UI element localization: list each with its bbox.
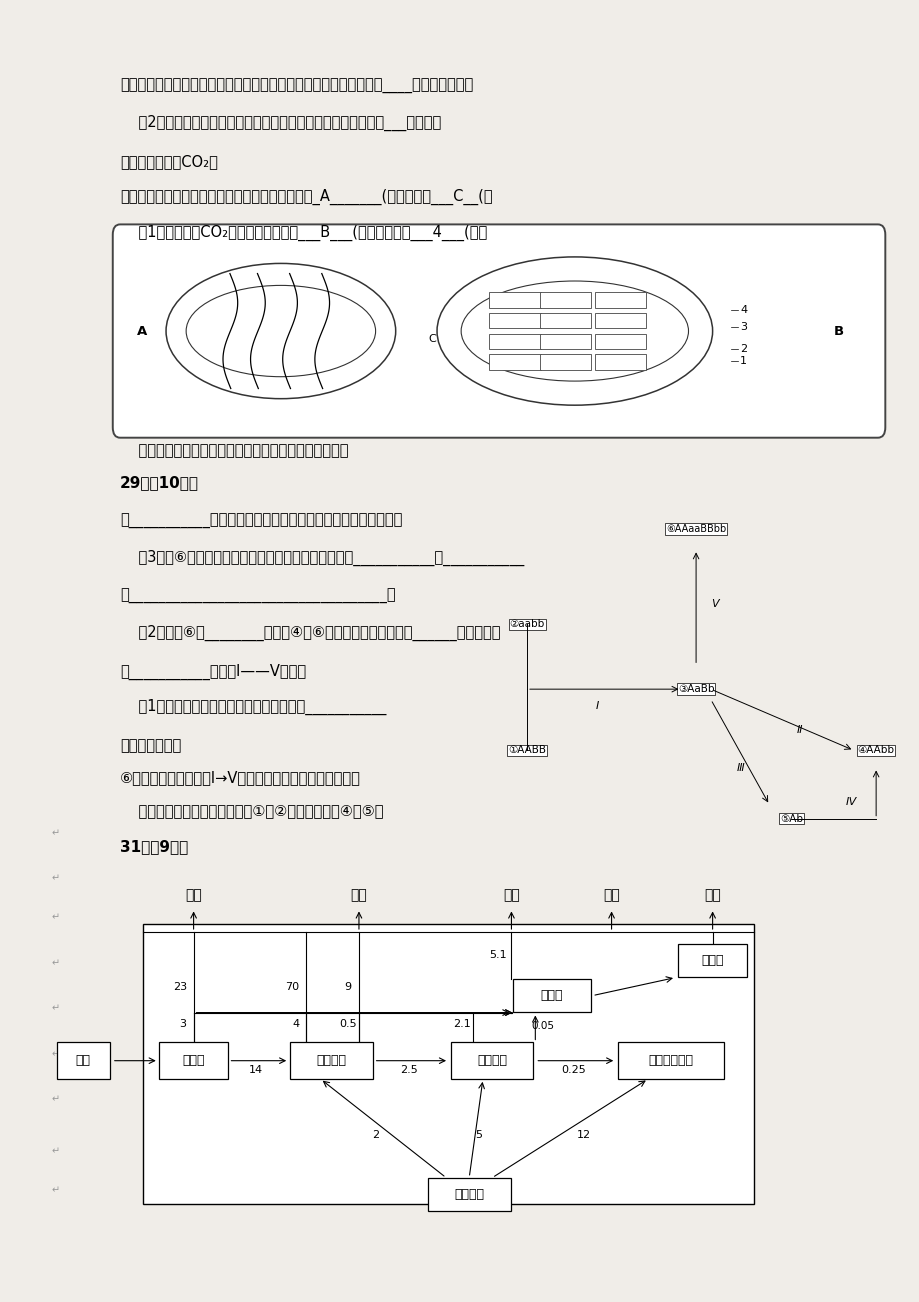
Text: ↵: ↵ xyxy=(51,1147,60,1156)
Text: 阳光: 阳光 xyxy=(75,1055,91,1068)
Text: 12: 12 xyxy=(576,1130,590,1139)
Text: ↵: ↵ xyxy=(51,1095,60,1104)
FancyBboxPatch shape xyxy=(489,354,540,370)
FancyBboxPatch shape xyxy=(289,1043,372,1079)
Text: 热能: 热能 xyxy=(703,888,720,902)
Text: 0.25: 0.25 xyxy=(561,1065,585,1074)
Text: ↵: ↵ xyxy=(51,874,60,884)
Text: ↵: ↵ xyxy=(51,1186,60,1195)
FancyBboxPatch shape xyxy=(450,1043,533,1079)
Text: 和___________，通过它们的综合作用，最终导致新物种的形成。: 和___________，通过它们的综合作用，最终导致新物种的形成。 xyxy=(120,514,402,530)
Ellipse shape xyxy=(437,256,712,405)
Text: ④AAbb: ④AAbb xyxy=(857,746,893,755)
Text: ↵: ↵ xyxy=(51,1004,60,1014)
Text: 4: 4 xyxy=(740,305,746,315)
Text: Ⅰ: Ⅰ xyxy=(595,702,598,711)
Text: 9: 9 xyxy=(344,982,351,992)
Text: （3）若⑥是一个新物种，则形成新物种的基本环节是___________、___________: （3）若⑥是一个新物种，则形成新物种的基本环节是___________、____… xyxy=(120,549,524,566)
Text: （2）品种⑥为________倍体。④和⑥是否可看成同一物种？______。请阐述理: （2）品种⑥为________倍体。④和⑥是否可看成同一物种？______。请阐… xyxy=(120,625,500,641)
FancyBboxPatch shape xyxy=(618,1043,723,1079)
Ellipse shape xyxy=(165,263,395,398)
FancyBboxPatch shape xyxy=(539,312,591,328)
Text: 传，分析回答：: 传，分析回答： xyxy=(120,738,181,753)
Text: Ⅲ: Ⅲ xyxy=(735,763,743,772)
Text: 2.1: 2.1 xyxy=(452,1019,471,1030)
Text: Ⅳ: Ⅳ xyxy=(845,797,855,807)
Text: 植食动物: 植食动物 xyxy=(316,1055,346,1068)
Text: 2.5: 2.5 xyxy=(400,1065,418,1074)
Text: ⑤Ab: ⑤Ab xyxy=(779,814,802,824)
FancyBboxPatch shape xyxy=(677,944,746,976)
Text: B: B xyxy=(833,324,843,337)
Text: 分解者: 分解者 xyxy=(540,990,562,1003)
Text: 14: 14 xyxy=(249,1065,263,1074)
Text: 热能: 热能 xyxy=(603,888,619,902)
FancyBboxPatch shape xyxy=(512,979,590,1012)
Text: 2: 2 xyxy=(371,1130,379,1139)
Text: 31．（9分）: 31．（9分） xyxy=(120,840,188,854)
Text: 顶位肉食动物: 顶位肉食动物 xyxy=(648,1055,693,1068)
Text: 作用合成有机物，这类生物的细胞与高等植物细胞相比，主要特点是____无成形的细胞核: 作用合成有机物，这类生物的细胞与高等植物细胞相比，主要特点是____无成形的细胞… xyxy=(120,78,473,94)
Text: 0.05: 0.05 xyxy=(530,1021,553,1031)
Text: ↵: ↵ xyxy=(51,913,60,923)
Text: ③AaBb: ③AaBb xyxy=(677,684,713,694)
Text: 生产者: 生产者 xyxy=(182,1055,205,1068)
Text: 热能: 热能 xyxy=(185,888,202,902)
Text: ↵: ↵ xyxy=(51,958,60,969)
Text: 如图表示某高等植物细胞部分结构，请据图回答问题。: 如图表示某高等植物细胞部分结构，请据图回答问题。 xyxy=(120,443,348,458)
FancyBboxPatch shape xyxy=(595,312,646,328)
Text: 29．（10分）: 29．（10分） xyxy=(120,475,199,491)
FancyBboxPatch shape xyxy=(489,333,540,349)
Text: 5: 5 xyxy=(474,1130,482,1139)
Text: 1: 1 xyxy=(740,355,746,366)
Text: 3: 3 xyxy=(740,322,746,332)
Text: 23: 23 xyxy=(173,982,187,992)
Text: ↵: ↵ xyxy=(51,1049,60,1060)
Text: ②aabb: ②aabb xyxy=(509,620,544,629)
FancyBboxPatch shape xyxy=(489,292,540,307)
Text: 2: 2 xyxy=(740,344,746,354)
Text: （1）图中育种原理相同的两种育种方式是___________: （1）图中育种原理相同的两种育种方式是___________ xyxy=(120,699,386,715)
FancyBboxPatch shape xyxy=(595,333,646,349)
Text: 补偿输入: 补偿输入 xyxy=(454,1189,483,1202)
FancyBboxPatch shape xyxy=(57,1043,110,1079)
Text: 由___________________________________。: 由___________________________________。 xyxy=(120,589,395,604)
FancyBboxPatch shape xyxy=(595,292,646,307)
FancyBboxPatch shape xyxy=(539,292,591,307)
Text: 下图表示利用某二倍体农作物①、②两个品种培育④、⑤、: 下图表示利用某二倍体农作物①、②两个品种培育④、⑤、 xyxy=(120,803,383,818)
Text: 字）处合成有机物，含碳有机物可以在图中所示的_A_______(填字母）和___C__(填: 字）处合成有机物，含碳有机物可以在图中所示的_A_______(填字母）和___… xyxy=(120,189,493,206)
Text: 未利用: 未利用 xyxy=(700,954,723,967)
FancyBboxPatch shape xyxy=(539,333,591,349)
FancyBboxPatch shape xyxy=(113,224,884,437)
Text: 热能: 热能 xyxy=(503,888,519,902)
FancyBboxPatch shape xyxy=(539,354,591,370)
Text: ⑥三个新品种的过程，Ⅰ→Ⅴ表示育种过程，两对基因独立遗: ⑥三个新品种的过程，Ⅰ→Ⅴ表示育种过程，两对基因独立遗 xyxy=(120,771,360,785)
Text: 70: 70 xyxy=(285,982,299,992)
Text: 5.1: 5.1 xyxy=(488,950,506,961)
Text: 3: 3 xyxy=(179,1019,186,1030)
Text: 0.5: 0.5 xyxy=(339,1019,357,1030)
Text: A: A xyxy=(137,324,147,337)
Text: 4: 4 xyxy=(292,1019,300,1030)
Text: ①AABB: ①AABB xyxy=(507,746,546,755)
Text: ↵: ↵ xyxy=(51,828,60,838)
Text: 和___________。（用Ⅰ——Ⅴ表示）: 和___________。（用Ⅰ——Ⅴ表示） xyxy=(120,664,306,680)
Text: 肉食动物: 肉食动物 xyxy=(477,1055,506,1068)
Text: 字母）被分解为CO₂。: 字母）被分解为CO₂。 xyxy=(120,154,218,169)
Text: （2）生态系统中有一类生物，虽不能进行光合作用，但能通过___化能合成: （2）生态系统中有一类生物，虽不能进行光合作用，但能通过___化能合成 xyxy=(120,115,441,132)
FancyBboxPatch shape xyxy=(595,354,646,370)
FancyBboxPatch shape xyxy=(143,924,754,1204)
FancyBboxPatch shape xyxy=(489,312,540,328)
Text: C: C xyxy=(428,333,436,344)
Text: Ⅴ: Ⅴ xyxy=(709,599,718,609)
FancyBboxPatch shape xyxy=(427,1178,510,1211)
Text: ⑥AAaaBBbb: ⑥AAaaBBbb xyxy=(665,523,725,534)
Text: （1）大气中的CO₂在图中所示细胞器___B___(填字母）内的___4___(填数: （1）大气中的CO₂在图中所示细胞器___B___(填字母）内的___4___(… xyxy=(120,224,487,241)
FancyBboxPatch shape xyxy=(159,1043,228,1079)
Text: Ⅱ: Ⅱ xyxy=(795,725,800,736)
Text: 热能: 热能 xyxy=(350,888,367,902)
